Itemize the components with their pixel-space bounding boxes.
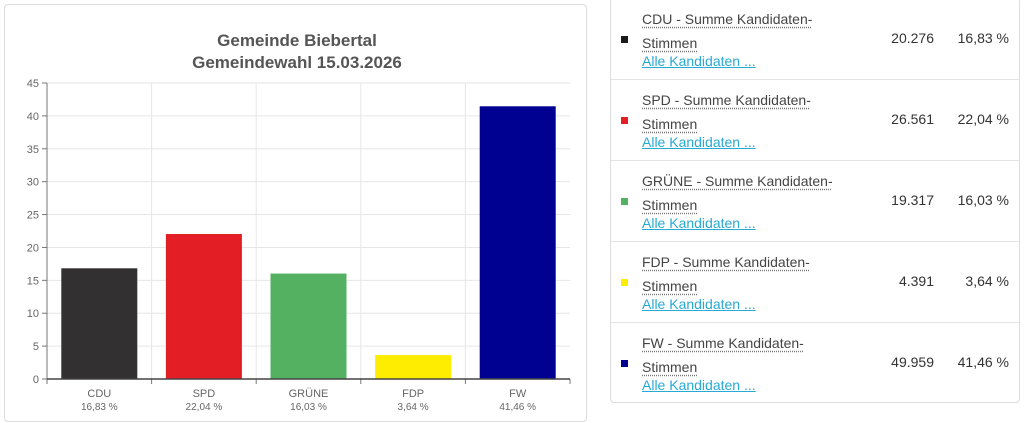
party-label-cont: Stimmen [642, 116, 698, 132]
x-tick-sublabel: 41,46 % [499, 402, 536, 413]
x-tick-sublabel: 16,03 % [290, 402, 327, 413]
vote-percent: 41,46 % [957, 354, 1009, 370]
vote-count: 19.317 [891, 192, 934, 208]
chart-title: Gemeinde Biebertal [217, 31, 377, 50]
y-tick-label: 45 [27, 78, 39, 90]
all-candidates-link[interactable]: Alle Kandidaten ... [642, 134, 756, 150]
party-color-swatch [621, 117, 628, 124]
result-row: GRÜNE - Summe Kandidaten- Stimmen Alle Kan… [611, 161, 1019, 242]
vote-percent: 16,83 % [957, 30, 1009, 46]
y-tick-label: 40 [27, 111, 39, 123]
y-tick-label: 20 [27, 242, 39, 254]
party-label-cont: Stimmen [642, 35, 698, 51]
party-label-cont: Stimmen [642, 359, 698, 375]
all-candidates-link[interactable]: Alle Kandidaten ... [642, 215, 756, 231]
vote-count: 26.561 [891, 111, 934, 127]
all-candidates-link[interactable]: Alle Kandidaten ... [642, 53, 756, 69]
chart-panel: Gemeinde Biebertal Gemeindewahl 15.03.20… [4, 4, 587, 422]
bar-fw[interactable] [479, 106, 556, 379]
y-tick-label: 10 [27, 308, 39, 320]
result-row: CDU - Summe Kandidaten- Stimmen Alle Kandi… [611, 0, 1019, 80]
party-label: SPD - Summe Kandidaten- [642, 92, 811, 108]
x-tick-label: FW [509, 388, 527, 400]
y-tick-label: 30 [27, 177, 39, 189]
y-tick-label: 0 [33, 374, 39, 386]
chart-subtitle: Gemeindewahl 15.03.2026 [192, 53, 402, 72]
party-label: CDU - Summe Kandidaten- [642, 11, 813, 27]
bar-fdp[interactable] [375, 355, 452, 379]
party-color-swatch [621, 360, 628, 367]
vote-percent: 3,64 % [965, 273, 1009, 289]
all-candidates-link[interactable]: Alle Kandidaten ... [642, 296, 756, 312]
x-tick-label: GRÜNE [289, 388, 329, 400]
y-tick-label: 25 [27, 210, 39, 222]
vote-percent: 22,04 % [957, 111, 1009, 127]
result-row: FDP - Summe Kandidaten- Stimmen Alle Kandi… [611, 242, 1019, 323]
party-label: FDP - Summe Kandidaten- [642, 254, 810, 270]
vote-percent: 16,03 % [957, 192, 1009, 208]
bar-cdu[interactable] [61, 268, 138, 379]
x-tick-sublabel: 16,83 % [81, 402, 118, 413]
y-tick-label: 35 [27, 144, 39, 156]
result-row: FW - Summe Kandidaten- Stimmen Alle Kandid… [611, 323, 1019, 404]
x-tick-label: FDP [402, 388, 424, 400]
result-row: SPD - Summe Kandidaten- Stimmen Alle Kandi… [611, 80, 1019, 161]
party-label: GRÜNE - Summe Kandidaten- [642, 173, 833, 189]
bar-chart: Gemeinde Biebertal Gemeindewahl 15.03.20… [27, 31, 571, 413]
party-label: FW - Summe Kandidaten- [642, 335, 804, 351]
vote-count: 4.391 [898, 273, 934, 289]
bar-spd[interactable] [165, 234, 242, 379]
party-color-swatch [621, 279, 628, 286]
party-color-swatch [621, 36, 628, 43]
x-tick-label: SPD [193, 388, 216, 400]
party-color-swatch [621, 198, 628, 205]
y-tick-label: 15 [27, 275, 39, 287]
x-tick-sublabel: 3,64 % [398, 402, 429, 413]
party-label-cont: Stimmen [642, 278, 698, 294]
vote-count: 20.276 [891, 30, 934, 46]
bar-grüne[interactable] [270, 273, 347, 379]
all-candidates-link[interactable]: Alle Kandidaten ... [642, 377, 756, 393]
results-table: CDU - Summe Kandidaten- Stimmen Alle Kandi… [610, 0, 1020, 403]
x-tick-label: CDU [87, 388, 111, 400]
vote-count: 49.959 [891, 354, 934, 370]
y-tick-label: 5 [33, 341, 39, 353]
party-label-cont: Stimmen [642, 197, 698, 213]
x-tick-sublabel: 22,04 % [186, 402, 223, 413]
